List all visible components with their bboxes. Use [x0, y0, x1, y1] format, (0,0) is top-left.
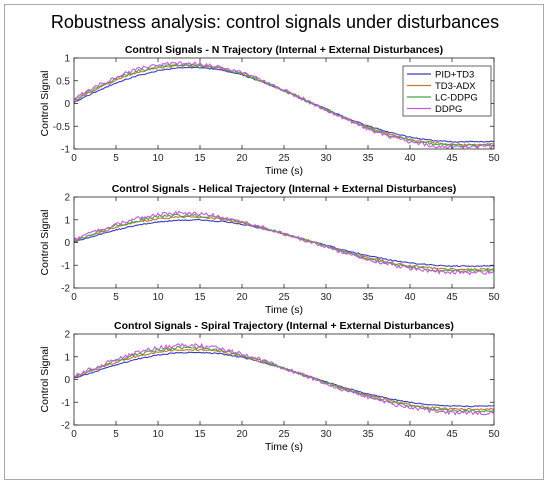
figure-title: Robustness analysis: control signals und…: [50, 12, 500, 32]
series-line-lc-ddpg: [74, 213, 494, 273]
panel-title: Control Signals - N Trajectory (Internal…: [125, 44, 443, 56]
legend-label: DDPG: [435, 104, 462, 115]
panel-title: Control Signals - Spiral Trajectory (Int…: [114, 320, 454, 332]
y-tick-label: 1: [64, 352, 70, 363]
x-tick-label: 25: [278, 429, 290, 440]
y-axis-label: Control Signal: [39, 71, 51, 137]
x-tick-label: 15: [194, 429, 206, 440]
x-tick-label: 10: [152, 153, 164, 164]
x-tick-label: 5: [113, 153, 119, 164]
y-tick-label: 2: [64, 193, 70, 204]
x-tick-label: 30: [320, 292, 332, 303]
x-tick-label: 45: [446, 429, 458, 440]
series-line-ddpg: [74, 210, 494, 276]
legend-label: LC-DDPG: [435, 93, 478, 104]
x-tick-label: 20: [236, 292, 248, 303]
chart-panel-2: Control Signals - Helical Trajectory (In…: [39, 183, 500, 316]
panel-title: Control Signals - Helical Trajectory (In…: [112, 183, 457, 195]
y-tick-label: 1: [64, 54, 70, 65]
y-tick-label: -1: [61, 145, 70, 156]
x-tick-label: 45: [446, 153, 458, 164]
y-tick-label: 0: [64, 238, 70, 249]
x-tick-label: 35: [362, 429, 374, 440]
series-line-ddpg: [74, 342, 494, 416]
y-tick-label: 2: [64, 330, 70, 341]
y-axis-label: Control Signal: [39, 347, 51, 413]
x-tick-label: 25: [278, 153, 290, 164]
x-tick-label: 10: [152, 429, 164, 440]
x-tick-label: 0: [71, 292, 77, 303]
y-tick-label: 0.5: [56, 76, 70, 87]
y-tick-label: -1: [61, 261, 70, 272]
x-axis-label: Time (s): [265, 441, 303, 453]
y-tick-label: -1: [61, 398, 70, 409]
x-tick-label: 40: [404, 429, 416, 440]
y-tick-label: 0: [64, 375, 70, 386]
series-line-lc-ddpg: [74, 345, 494, 414]
x-tick-label: 35: [362, 153, 374, 164]
x-tick-label: 40: [404, 153, 416, 164]
x-axis-label: Time (s): [265, 304, 303, 316]
x-tick-label: 5: [113, 292, 119, 303]
chart-panel-1: Control Signals - N Trajectory (Internal…: [39, 44, 500, 177]
series-line-td3-adx: [74, 348, 494, 411]
legend-label: PID+TD3: [435, 70, 474, 81]
x-tick-label: 30: [320, 153, 332, 164]
series-line-lc-ddpg: [74, 62, 494, 148]
y-tick-label: -0.5: [53, 122, 71, 133]
series-line-ddpg: [74, 61, 494, 149]
x-tick-label: 50: [488, 153, 500, 164]
series-line-td3-adx: [74, 215, 494, 271]
axes-box: [73, 333, 495, 426]
series-line-pid-td3: [74, 218, 494, 268]
x-tick-label: 35: [362, 292, 374, 303]
x-tick-label: 45: [446, 292, 458, 303]
y-tick-label: -2: [61, 421, 70, 432]
x-tick-label: 0: [71, 429, 77, 440]
x-tick-label: 20: [236, 429, 248, 440]
x-tick-label: 50: [488, 429, 500, 440]
y-axis-label: Control Signal: [39, 210, 51, 276]
series-group: [74, 342, 494, 416]
x-tick-label: 20: [236, 153, 248, 164]
x-tick-label: 25: [278, 292, 290, 303]
y-tick-label: 1: [64, 215, 70, 226]
legend-label: TD3-ADX: [435, 81, 476, 92]
x-tick-label: 15: [194, 292, 206, 303]
x-tick-label: 10: [152, 292, 164, 303]
chart-panel-3: Control Signals - Spiral Trajectory (Int…: [39, 320, 500, 453]
x-tick-label: 30: [320, 429, 332, 440]
y-tick-label: -2: [61, 284, 70, 295]
x-tick-label: 50: [488, 292, 500, 303]
series-line-pid-td3: [74, 351, 494, 408]
axes-box: [73, 196, 495, 289]
x-tick-label: 0: [71, 153, 77, 164]
y-tick-label: 0: [64, 99, 70, 110]
x-tick-label: 5: [113, 429, 119, 440]
x-axis-label: Time (s): [265, 165, 303, 177]
x-tick-label: 15: [194, 153, 206, 164]
series-group: [74, 210, 494, 276]
x-tick-label: 40: [404, 292, 416, 303]
series-group: [74, 61, 494, 149]
